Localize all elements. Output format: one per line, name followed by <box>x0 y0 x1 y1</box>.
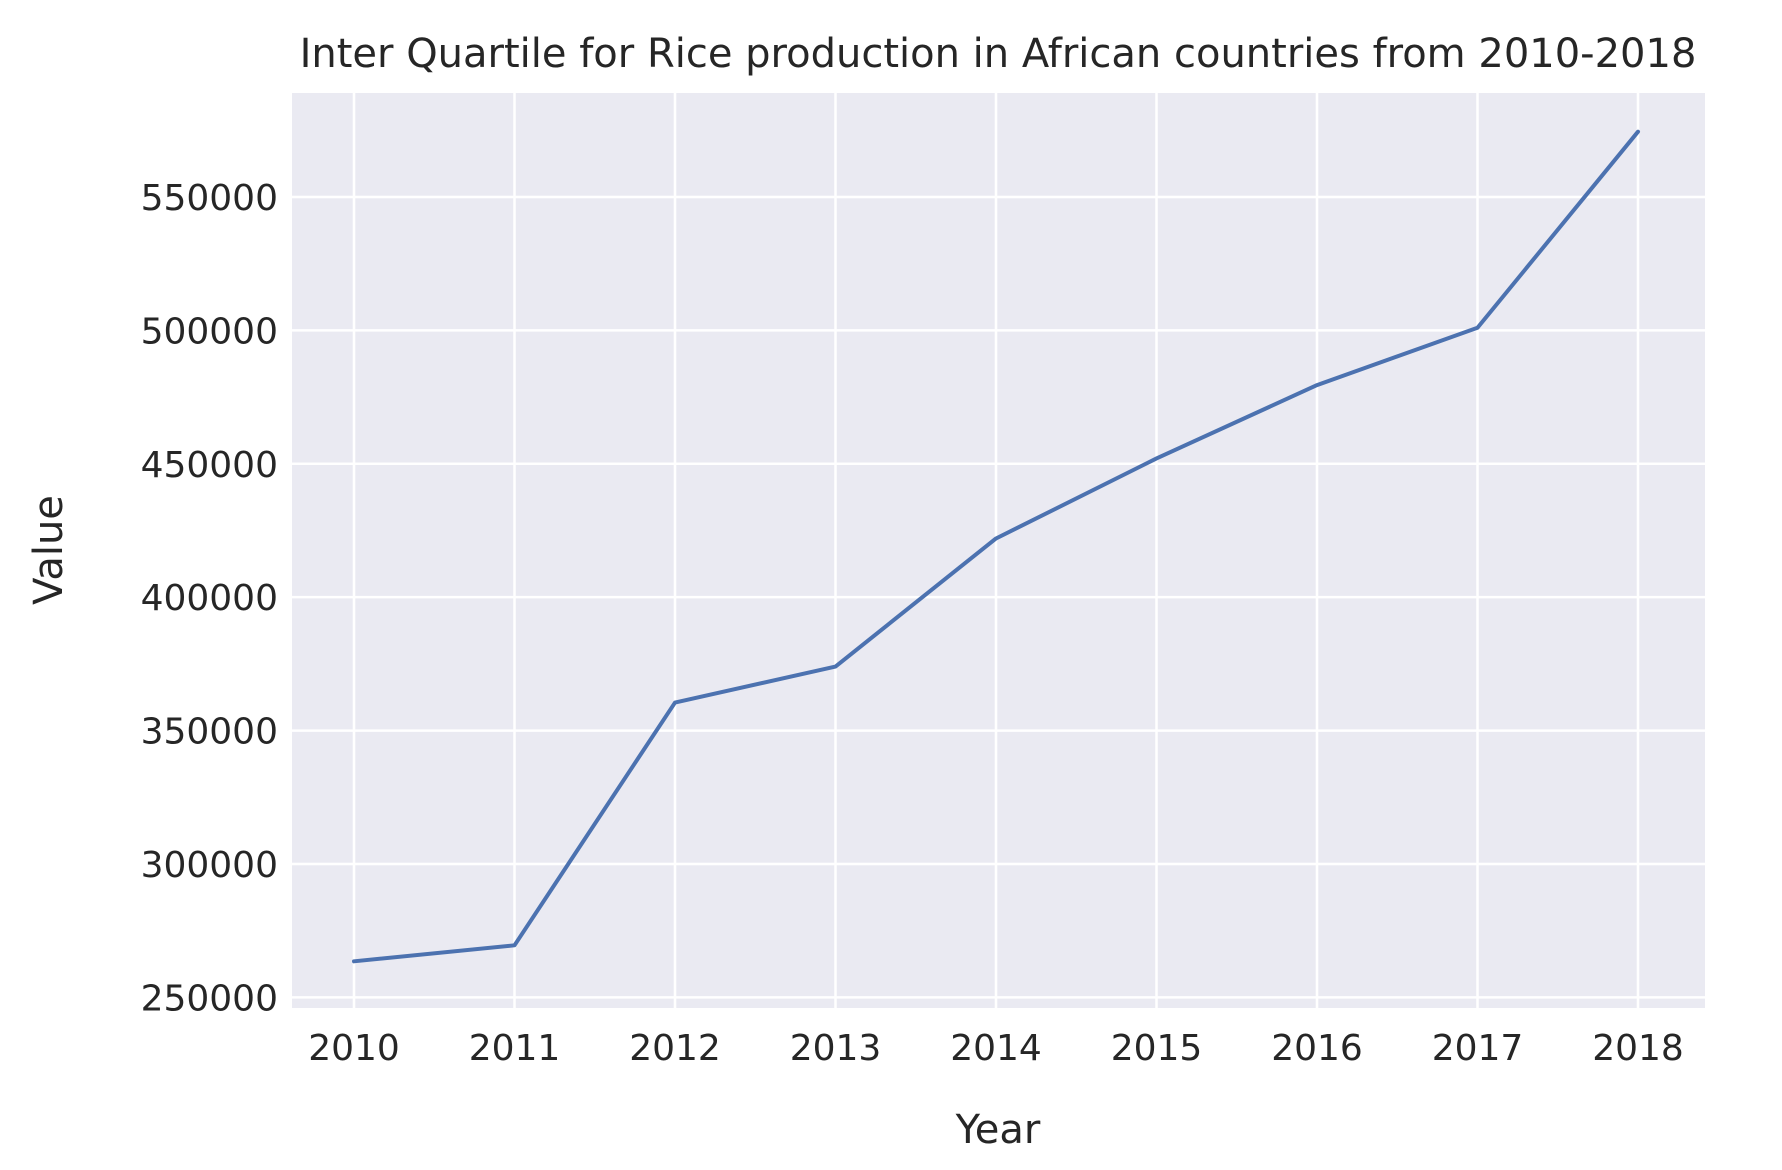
x-tick-label: 2018 <box>1592 1028 1684 1069</box>
y-tick-label: 350000 <box>141 712 278 753</box>
y-tick-label: 250000 <box>141 978 278 1019</box>
y-axis-label: Value <box>26 495 72 605</box>
x-tick-labels: 2010 2011 2012 2013 2014 2015 2016 2017 2018 <box>308 1028 1684 1069</box>
y-tick-label: 300000 <box>141 845 278 886</box>
x-tick-label: 2010 <box>308 1028 400 1069</box>
y-tick-label: 400000 <box>141 578 278 619</box>
series-line <box>352 129 1640 964</box>
y-tick-label: 550000 <box>141 178 278 219</box>
y-gridlines <box>292 195 1705 999</box>
x-tick-label: 2014 <box>950 1028 1042 1069</box>
y-tick-labels: 250000 300000 350000 400000 450000 500000 5500… <box>141 178 278 1019</box>
x-tick-label: 2017 <box>1432 1028 1524 1069</box>
x-tick-label: 2013 <box>790 1028 882 1069</box>
x-tick-label: 2011 <box>469 1028 561 1069</box>
y-tick-label: 450000 <box>141 445 278 486</box>
chart-title: Inter Quartile for Rice production in Af… <box>300 31 1697 77</box>
x-tick-label: 2012 <box>629 1028 721 1069</box>
x-gridlines <box>352 93 1640 1008</box>
x-axis-label: Year <box>955 1107 1041 1153</box>
x-tick-label: 2016 <box>1271 1028 1363 1069</box>
y-tick-label: 500000 <box>141 311 278 352</box>
x-tick-label: 2015 <box>1111 1028 1203 1069</box>
plot-background <box>292 93 1705 1008</box>
